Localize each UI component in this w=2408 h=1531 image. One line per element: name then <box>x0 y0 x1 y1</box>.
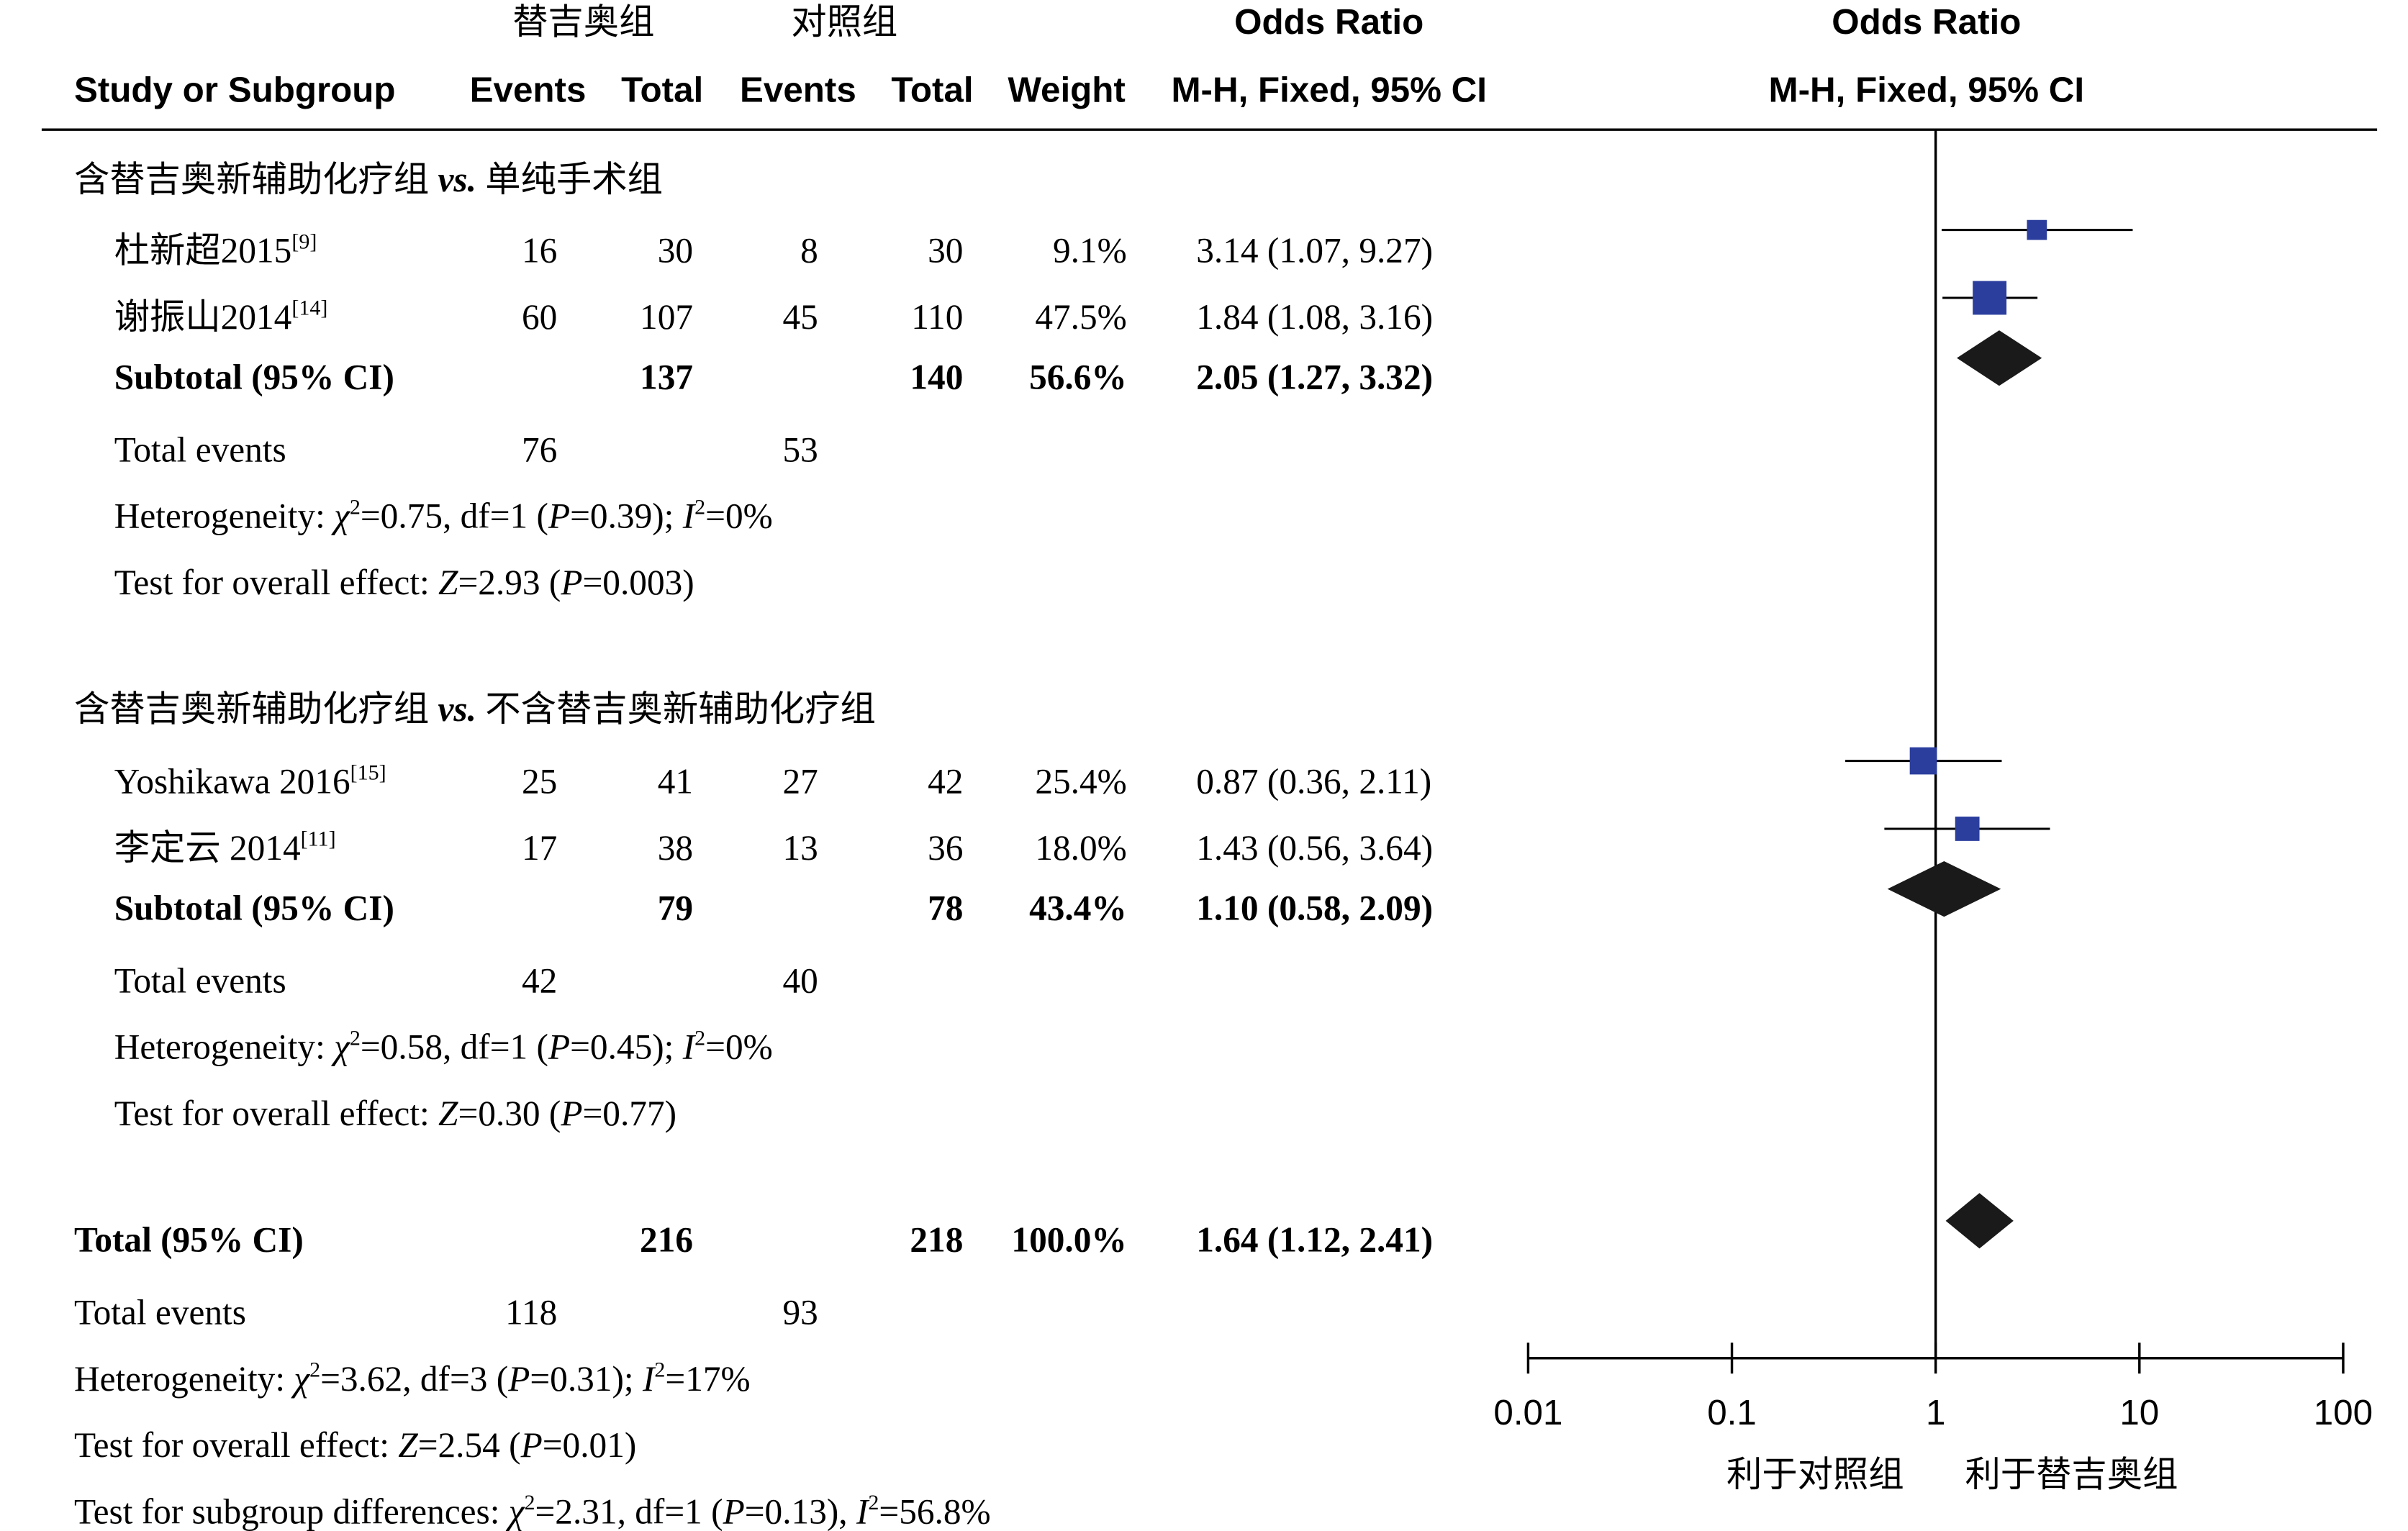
overall-effect-line: Test for overall effect: Z=0.30 (P=0.77) <box>114 1094 676 1133</box>
favours-right-label: 利于替吉奥组 <box>1965 1455 2178 1494</box>
pooled-diamond <box>1957 330 2042 386</box>
heterogeneity-line: Heterogeneity: χ2=0.75, df=1 (P=0.39); I… <box>114 495 773 535</box>
study-name: 李定云 2014[11] <box>114 827 336 868</box>
subtotal-label: Subtotal (95% CI) <box>114 889 394 928</box>
x-axis: 0.01 0.1 1 10 100 <box>1493 1343 2373 1432</box>
x-tick-label: 0.01 <box>1493 1393 1562 1432</box>
header-group1: 替吉奥组 <box>512 2 654 42</box>
study-ci: 3.14 (1.07, 9.27) <box>1196 231 1433 271</box>
heterogeneity-line: Heterogeneity: χ2=3.62, df=3 (P=0.31); I… <box>74 1358 751 1398</box>
total-events1: 76 <box>522 430 557 469</box>
total-events1: 42 <box>522 960 557 1000</box>
study-marker <box>1973 281 2007 315</box>
subtotal-label: Subtotal (95% CI) <box>114 358 394 397</box>
pooled-diamond <box>1887 861 2001 917</box>
study-events2: 8 <box>800 231 818 271</box>
study-weight: 9.1% <box>1053 231 1127 271</box>
overall-effect-line: Test for overall effect: Z=2.54 (P=0.01) <box>74 1425 636 1465</box>
study-ci: 1.84 (1.08, 3.16) <box>1196 297 1433 337</box>
study-events1: 25 <box>522 762 557 801</box>
header-method: M-H, Fixed, 95% CI <box>1171 71 1487 110</box>
header-method-plot: M-H, Fixed, 95% CI <box>1769 71 2085 110</box>
study-total2: 42 <box>928 762 963 801</box>
total-events2: 53 <box>782 430 818 469</box>
study-marker <box>2027 219 2047 240</box>
subtotal-ci: 1.10 (0.58, 2.09) <box>1196 889 1433 928</box>
subtotal-weight: 43.4% <box>1029 889 1127 928</box>
subtotal-ci: 2.05 (1.27, 3.32) <box>1196 358 1433 397</box>
header-weight: Weight <box>1008 71 1125 110</box>
total-ci: 1.64 (1.12, 2.41) <box>1196 1220 1433 1260</box>
x-tick-label: 0.1 <box>1707 1393 1757 1432</box>
pooled-diamond <box>1945 1193 2014 1249</box>
total-events2: 93 <box>782 1293 818 1332</box>
study-events2: 27 <box>782 762 818 801</box>
total-weight: 100.0% <box>1011 1220 1126 1260</box>
study-events2: 13 <box>782 828 818 868</box>
total-events-label: Total events <box>114 430 286 469</box>
study-total1: 41 <box>658 762 693 801</box>
x-tick-label: 100 <box>2314 1393 2373 1432</box>
study-ci: 0.87 (0.36, 2.11) <box>1196 762 1431 801</box>
study-name: 谢振山2014[14] <box>114 296 328 337</box>
header-group2: 对照组 <box>791 2 897 42</box>
study-weight: 47.5% <box>1035 297 1126 337</box>
total-total1: 216 <box>640 1220 693 1260</box>
overall-effect-line: Test for overall effect: Z=2.93 (P=0.003… <box>114 563 694 602</box>
study-events1: 17 <box>522 828 557 868</box>
study-name: Yoshikawa 2016[15] <box>114 760 386 801</box>
total-events-label: Total events <box>74 1293 246 1332</box>
header-study-col: Study or Subgroup <box>74 71 396 110</box>
study-events1: 60 <box>522 297 557 337</box>
subtotal-total1: 137 <box>640 358 693 397</box>
study-total2: 110 <box>911 297 963 337</box>
x-tick-label: 1 <box>1926 1393 1945 1432</box>
subgroup-differences-line: Test for subgroup differences: χ2=2.31, … <box>74 1491 991 1531</box>
total-label: Total (95% CI) <box>74 1220 304 1260</box>
study-total2: 36 <box>928 828 963 868</box>
subtotal-total2: 78 <box>928 889 963 928</box>
subgroup-title: 含替吉奥新辅助化疗组 vs. 单纯手术组 <box>74 160 663 199</box>
study-marker <box>1955 817 1980 841</box>
study-ci: 1.43 (0.56, 3.64) <box>1196 828 1433 868</box>
heterogeneity-line: Heterogeneity: χ2=0.58, df=1 (P=0.45); I… <box>114 1026 773 1066</box>
header-total2: Total <box>891 71 973 110</box>
study-total1: 30 <box>658 231 693 271</box>
subtotal-weight: 56.6% <box>1029 358 1127 397</box>
header-total1: Total <box>621 71 703 110</box>
forest-plot-area <box>1845 130 2133 1358</box>
header-or-title-plot: Odds Ratio <box>1832 2 2021 42</box>
header-events2: Events <box>740 71 856 110</box>
total-events-label: Total events <box>114 960 286 1000</box>
study-weight: 25.4% <box>1035 762 1126 801</box>
total-total2: 218 <box>910 1220 963 1260</box>
study-name: 杜新超2015[9] <box>114 230 317 270</box>
header-or-title: Odds Ratio <box>1234 2 1423 42</box>
study-events2: 45 <box>782 297 818 337</box>
study-weight: 18.0% <box>1035 828 1126 868</box>
study-marker <box>1909 747 1937 775</box>
favours-left-label: 利于对照组 <box>1726 1455 1904 1494</box>
study-events1: 16 <box>522 231 557 271</box>
x-tick-label: 10 <box>2119 1393 2159 1432</box>
study-total1: 107 <box>640 297 693 337</box>
subtotal-total2: 140 <box>910 358 963 397</box>
total-events1: 118 <box>505 1293 557 1332</box>
subgroup-title: 含替吉奥新辅助化疗组 vs. 不含替吉奥新辅助化疗组 <box>74 689 876 729</box>
study-total1: 38 <box>658 828 693 868</box>
study-total2: 30 <box>928 231 963 271</box>
subtotal-total1: 79 <box>658 889 693 928</box>
total-events2: 40 <box>782 960 818 1000</box>
header-events1: Events <box>470 71 587 110</box>
